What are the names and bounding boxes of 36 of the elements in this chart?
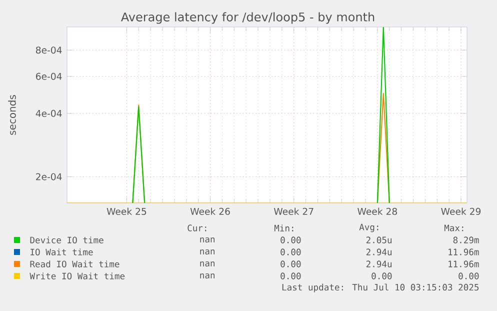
text: 11.96m xyxy=(448,248,479,256)
text: 2.94u xyxy=(366,260,392,268)
legend-label: Write IO Wait time xyxy=(30,272,125,280)
text: Max: xyxy=(444,224,464,232)
text: nan xyxy=(200,237,215,243)
text: 0.00 xyxy=(372,272,392,280)
text: 2.05u xyxy=(366,236,392,244)
legend-label: Device IO time xyxy=(30,236,104,244)
text: nan xyxy=(200,261,215,267)
text: Cur: xyxy=(188,224,206,232)
x-tick-label: Week 28 xyxy=(358,208,397,215)
y-axis-title: seconds xyxy=(8,95,16,135)
chart-title: Average latency for /dev/loop5 - by month xyxy=(120,12,374,24)
text: Avg: xyxy=(359,224,378,232)
y-tick-label: 2e-04 xyxy=(36,173,62,180)
legend-label: Read IO Wait time xyxy=(30,260,120,268)
x-tick-label: Week 27 xyxy=(274,208,314,215)
y-tick-label: 4e-04 xyxy=(36,110,62,117)
text: 2.94u xyxy=(366,248,392,256)
text: 8.29m xyxy=(453,236,479,244)
text: 0.00 xyxy=(458,272,479,280)
x-tick-label: Week 29 xyxy=(441,208,481,215)
text: Last update: Thu Jul 10 03:15:03 2025 xyxy=(282,284,479,292)
text: 0.00 xyxy=(280,236,301,244)
x-tick-label: Week 26 xyxy=(190,208,230,215)
text: 11.96m xyxy=(448,260,479,268)
text: 0.00 xyxy=(280,272,301,280)
text: nan xyxy=(200,249,215,255)
text: Min: xyxy=(274,224,294,232)
text: 0.00 xyxy=(280,260,301,268)
y-tick-label: 6e-04 xyxy=(36,72,62,80)
legend-label: IO Wait time xyxy=(30,248,93,256)
x-tick-label: Week 25 xyxy=(106,208,146,215)
text: 0.00 xyxy=(280,248,301,256)
y-tick-label: 8e-04 xyxy=(36,46,62,54)
text: nan xyxy=(200,273,215,279)
